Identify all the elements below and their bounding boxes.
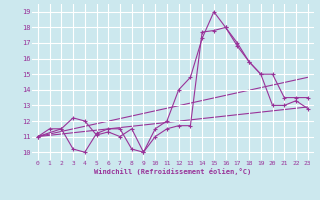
X-axis label: Windchill (Refroidissement éolien,°C): Windchill (Refroidissement éolien,°C) xyxy=(94,168,252,175)
